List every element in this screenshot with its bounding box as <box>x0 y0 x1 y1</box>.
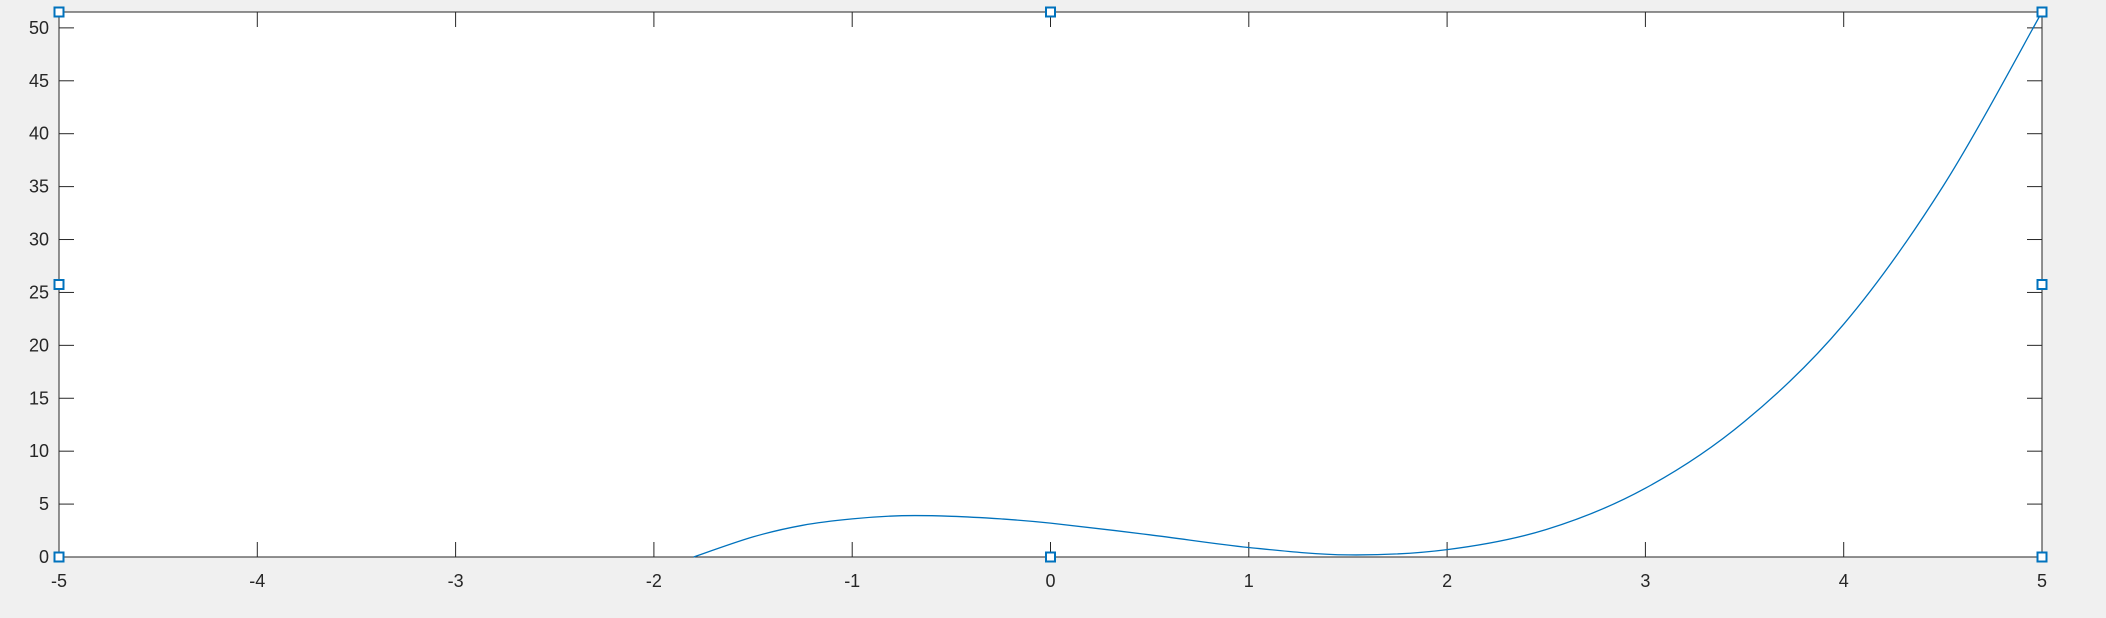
y-tick-label: 15 <box>29 388 49 408</box>
tick-marks <box>58 12 2043 558</box>
series-line-0 <box>693 11 2043 558</box>
x-tick-label: 5 <box>2037 571 2047 591</box>
x-tick-label: 0 <box>1045 571 1055 591</box>
y-tick-labels: 0 5 10 15 20 25 30 35 40 45 50 <box>29 18 49 567</box>
y-tick-label: 25 <box>29 282 49 302</box>
x-tick-labels: -5 -4 -3 -2 -1 0 1 2 3 4 5 <box>51 571 2047 591</box>
y-tick-label: 45 <box>29 71 49 91</box>
x-tick-label: 4 <box>1839 571 1849 591</box>
x-tick-label: 2 <box>1442 571 1452 591</box>
resize-handle-5[interactable] <box>53 551 65 563</box>
resize-handle-6[interactable] <box>1045 551 1056 563</box>
x-tick-label: -3 <box>448 571 464 591</box>
resize-handle-7[interactable] <box>2036 551 2048 563</box>
x-tick-label: -4 <box>249 571 265 591</box>
resize-handle-3[interactable] <box>53 279 65 290</box>
y-tick-label: 50 <box>29 18 49 38</box>
y-tick-label: 10 <box>29 441 49 461</box>
resize-handle-2[interactable] <box>2036 6 2048 18</box>
resize-handle-1[interactable] <box>1045 6 1056 18</box>
y-tick-label: 40 <box>29 124 49 144</box>
resize-handle-4[interactable] <box>2036 279 2048 290</box>
x-tick-label: -1 <box>844 571 860 591</box>
plot-area[interactable] <box>58 11 2043 558</box>
x-tick-label: 3 <box>1640 571 1650 591</box>
y-tick-label: 35 <box>29 177 49 197</box>
resize-handle-0[interactable] <box>53 6 65 18</box>
y-tick-label: 5 <box>39 494 49 514</box>
y-tick-label: 0 <box>39 547 49 567</box>
x-tick-label: 1 <box>1244 571 1254 591</box>
series-layer <box>693 11 2043 558</box>
y-tick-label: 30 <box>29 230 49 250</box>
x-tick-label: -2 <box>646 571 662 591</box>
selection-handles[interactable] <box>53 6 2048 563</box>
y-tick-label: 20 <box>29 335 49 355</box>
x-tick-label: -5 <box>51 571 67 591</box>
